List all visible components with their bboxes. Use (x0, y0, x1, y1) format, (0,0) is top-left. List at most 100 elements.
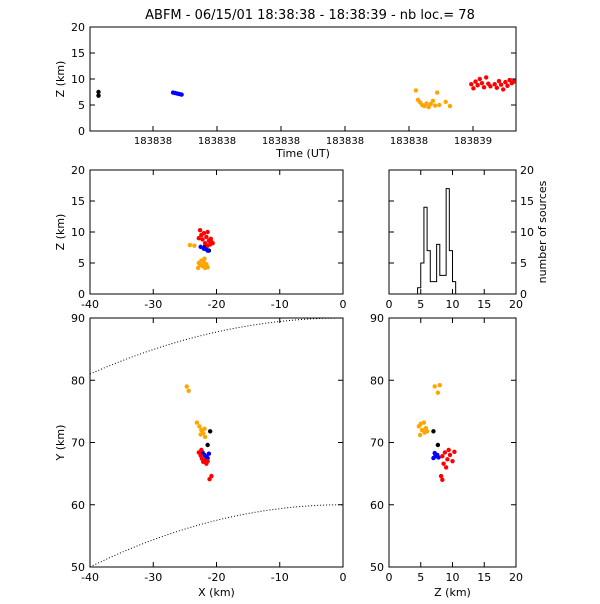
time-height-point-orange (430, 98, 436, 104)
x-y-point-orange (184, 384, 189, 389)
x-y-point-orange (194, 420, 200, 425)
x-z-point-red (205, 229, 210, 235)
z-y-frame (388, 317, 517, 568)
z-y-point-red (452, 449, 457, 455)
time-height-frame (89, 26, 517, 132)
time-height-point-red (503, 79, 508, 85)
x-y-range-arc-upper (89, 317, 344, 375)
time-height-point-red (471, 86, 476, 91)
z-y-point-orange (435, 390, 441, 395)
time-height-point-red (488, 84, 493, 89)
x-y-ytick-label: 70 (71, 437, 85, 450)
x-z-point-red (197, 227, 203, 233)
time-height-xtick-label: 183838 (262, 136, 300, 147)
time-height-xtick-label: 183838 (134, 136, 172, 147)
z-y-point-red (441, 461, 446, 466)
x-z-point-red (196, 236, 201, 241)
x-z-xtick-label: -30 (144, 298, 162, 311)
x-z-point-red (208, 236, 214, 242)
z-y-ytick-label: 50 (370, 561, 384, 574)
z-y-point-red (447, 452, 453, 458)
x-y-point-blue (205, 455, 210, 461)
x-y-point-orange (198, 432, 203, 437)
time-height-point-red (469, 82, 474, 87)
altitude-histogram-ytick-label: 15 (520, 195, 534, 208)
x-y-point-red (199, 447, 204, 453)
time-height-point-red (501, 87, 506, 92)
z-y-point-red (443, 465, 449, 470)
x-z-ytick-label: 20 (71, 164, 85, 177)
altitude-histogram-xtick-label: 5 (417, 298, 424, 311)
x-y-point-black (207, 429, 213, 434)
x-z-xtick-label: -20 (208, 298, 226, 311)
altitude-histogram-xtick-label: 15 (477, 298, 491, 311)
z-y-point-red (440, 477, 445, 483)
z-y-point-blue (436, 455, 441, 460)
x-y-point-orange (202, 434, 208, 440)
altitude-histogram-ylabel: number of sources (536, 180, 549, 283)
time-height-point-red (505, 83, 510, 88)
time-height-point-red (494, 85, 500, 91)
time-height-ytick-label: 0 (78, 125, 85, 138)
x-z-ytick-label: 0 (78, 288, 85, 301)
z-y-xlabel: Z (km) (434, 586, 471, 599)
x-z-point-orange (187, 242, 193, 248)
time-height-xtick-label: 183838 (198, 136, 236, 147)
time-height-ytick-label: 5 (78, 99, 85, 112)
time-height-point-orange (426, 104, 431, 110)
x-y-point-orange (202, 426, 207, 432)
x-y-ytick-label: 60 (71, 499, 85, 512)
time-height-point-red (511, 79, 517, 84)
x-y-xtick-label: -30 (144, 571, 162, 584)
altitude-histogram-ytick-label: 0 (520, 288, 527, 301)
x-z-point-red (210, 240, 215, 246)
time-height-xtick-label: 183838 (390, 136, 428, 147)
x-z-point-red (200, 237, 205, 242)
time-height-point-orange (437, 102, 442, 108)
z-y-xtick-label: 15 (477, 571, 491, 584)
time-height-point-black (96, 89, 101, 95)
time-height-xlabel: Time (UT) (275, 147, 330, 160)
time-height-point-red (496, 78, 502, 84)
x-z-xtick-label: -40 (81, 298, 99, 311)
z-y-point-black (431, 429, 436, 434)
time-height-point-red (498, 82, 504, 87)
time-height-point-blue (179, 92, 184, 97)
time-height-point-red (479, 80, 485, 86)
altitude-histogram-xtick-label: 20 (509, 298, 523, 311)
x-z-ylabel: Z (km) (54, 214, 67, 251)
time-height-point-orange (434, 90, 440, 95)
x-z-xtick-label: -10 (271, 298, 289, 311)
x-y-ytick-label: 80 (71, 374, 85, 387)
x-z-ytick-label: 15 (71, 195, 85, 208)
time-height-point-black (96, 93, 101, 98)
time-height-point-red (477, 76, 482, 82)
x-z-point-orange (202, 256, 207, 261)
z-y-xtick-label: 0 (386, 571, 393, 584)
z-y-ytick-label: 80 (370, 374, 384, 387)
z-y-point-red (438, 473, 444, 479)
x-y-xtick-label: 0 (340, 571, 347, 584)
altitude-histogram-xtick-label: 10 (446, 298, 460, 311)
time-height-ylabel: Z (km) (54, 61, 67, 98)
time-height-ytick-label: 10 (71, 73, 85, 86)
x-z-point-red (201, 231, 207, 236)
z-y-point-orange (424, 429, 430, 434)
z-y-point-blue (432, 450, 437, 456)
x-y-point-blue (206, 451, 212, 456)
z-y-xtick-label: 5 (417, 571, 424, 584)
time-height-point-orange (447, 103, 453, 109)
z-y-point-black (435, 442, 441, 448)
time-height-xtick-label: 183838 (326, 136, 364, 147)
z-y-point-orange (421, 420, 427, 425)
x-z-point-orange (195, 265, 201, 271)
time-height-point-red (492, 82, 497, 87)
time-height-point-red (483, 75, 489, 80)
z-y-ytick-label: 70 (370, 437, 384, 450)
z-y-xtick-label: 10 (446, 571, 460, 584)
x-y-range-arc-lower (89, 504, 344, 568)
x-y-point-orange (197, 424, 202, 429)
time-height-point-orange (443, 99, 448, 105)
